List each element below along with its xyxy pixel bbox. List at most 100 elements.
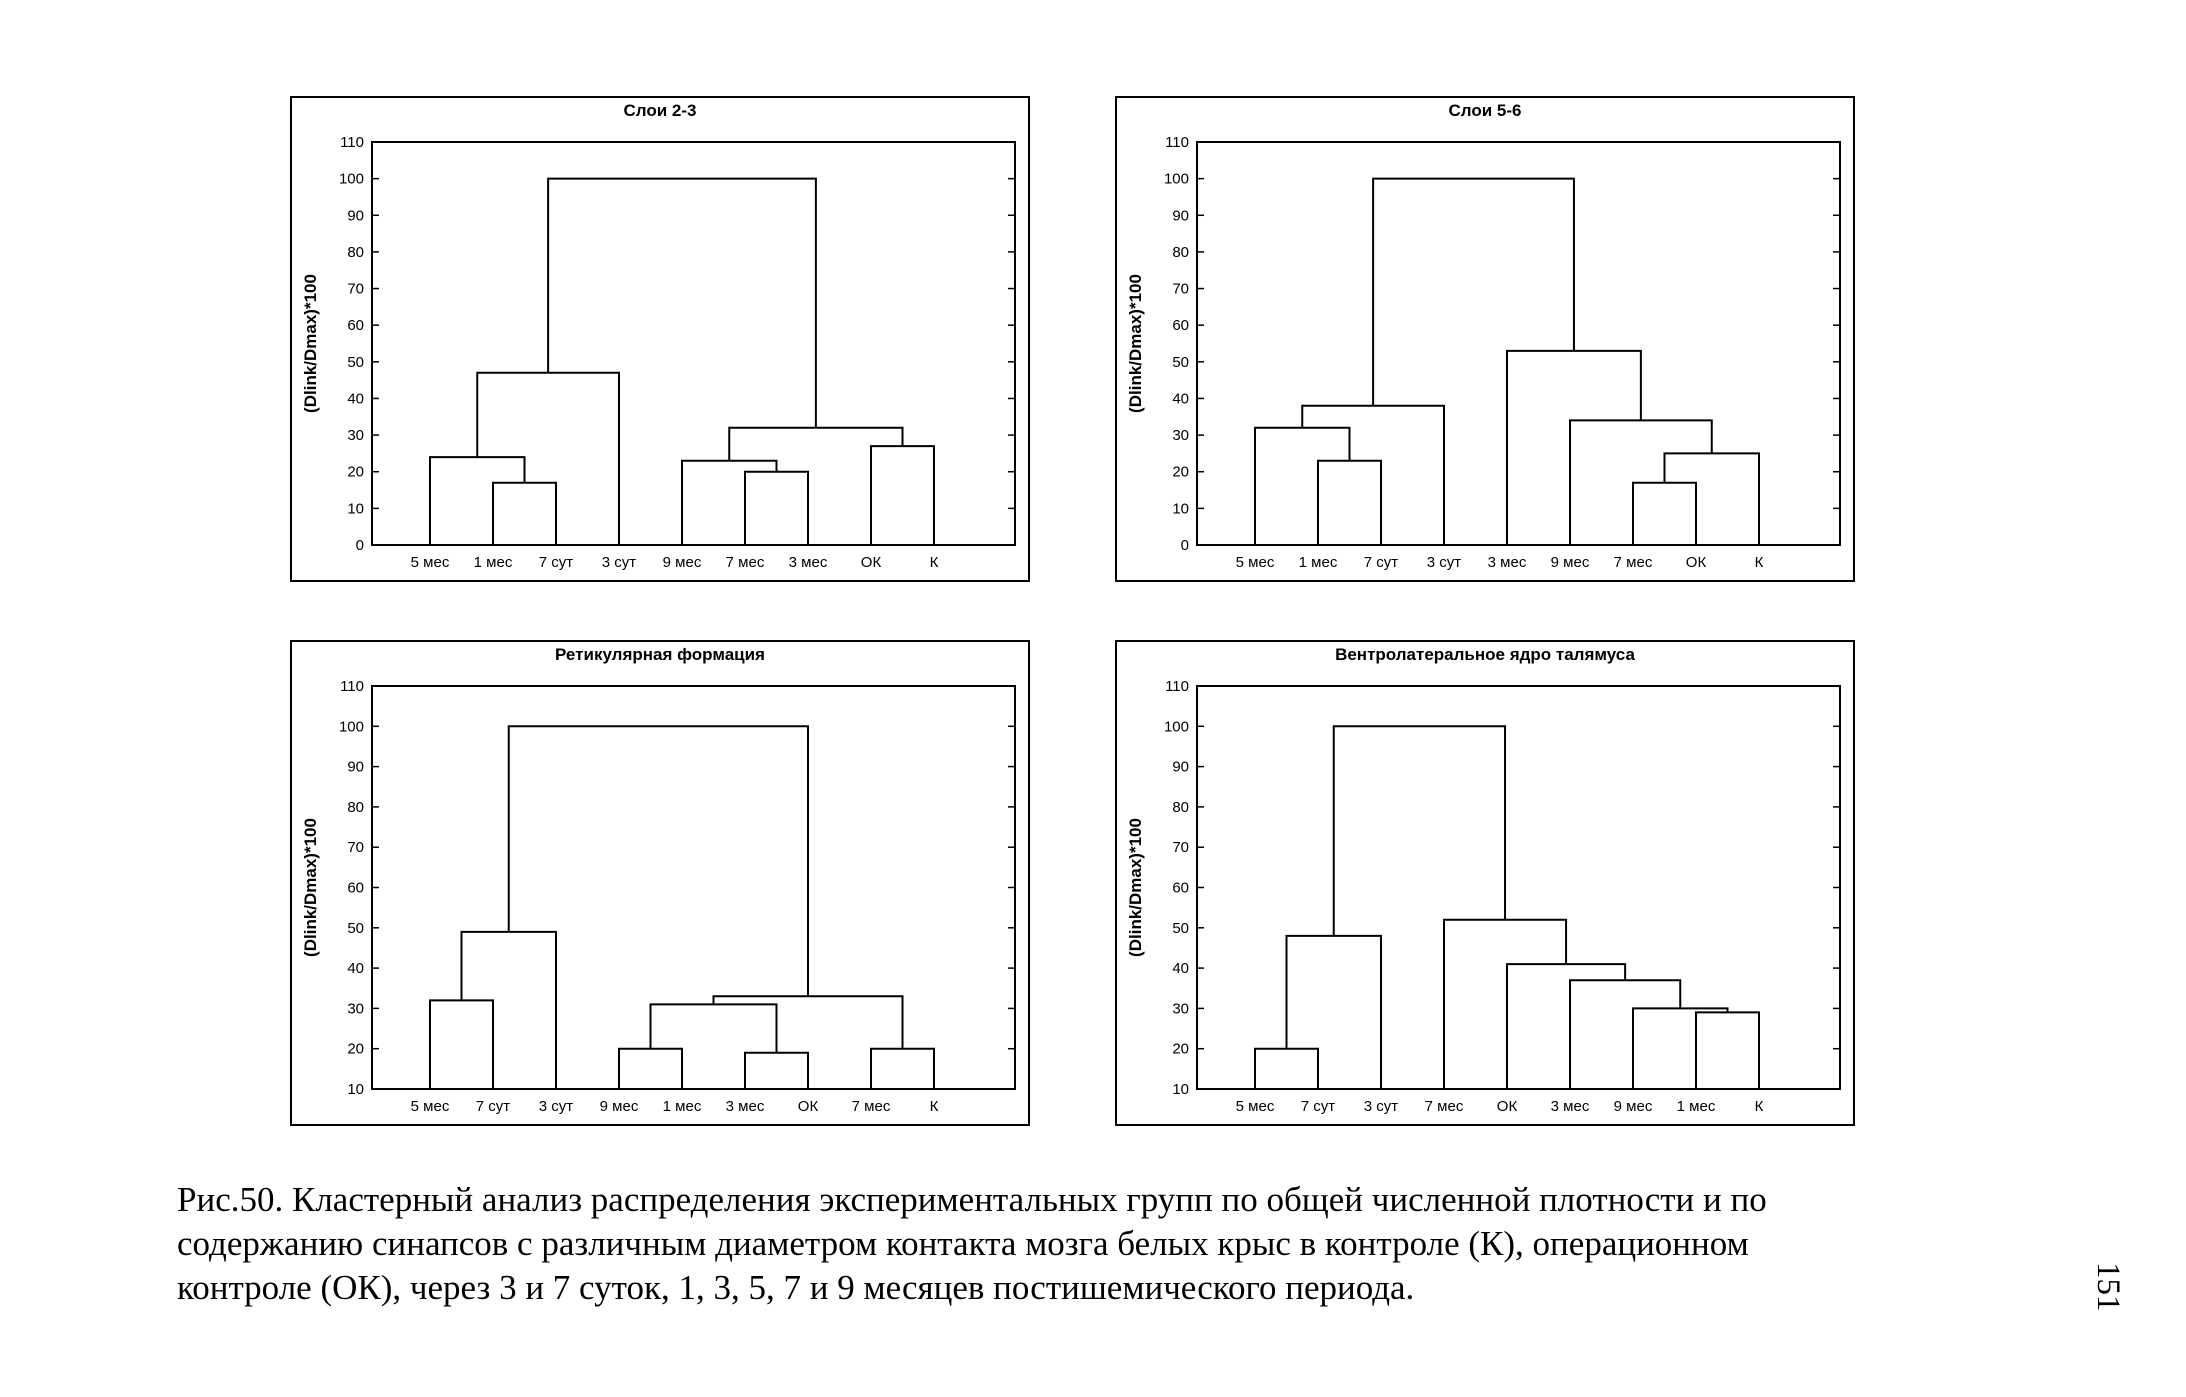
y-tick-label: 0 (356, 537, 364, 554)
chart-title: Вентролатеральное ядро талямуса (1335, 645, 1635, 664)
y-tick-label: 20 (347, 464, 364, 481)
dendrogram-link (649, 1003, 778, 1053)
y-tick-label: 110 (340, 134, 364, 151)
leaf-label: ОК (798, 1098, 819, 1115)
caption-line-1: Рис.50. Кластерный анализ распределения … (177, 1180, 1767, 1219)
figure-caption: Рис.50. Кластерный анализ распределения … (177, 1178, 2047, 1310)
dendrogram-link (547, 177, 817, 428)
dendrogram-link (1632, 481, 1697, 545)
y-tick-label: 60 (347, 880, 364, 897)
leaf-label: 1 мес (663, 1098, 702, 1115)
leaf-label: 1 мес (474, 554, 513, 571)
leaf-label: 5 мес (1236, 554, 1275, 571)
plot-area (1196, 141, 1841, 546)
leaf-label: 5 мес (411, 554, 450, 571)
dendrogram-link (1695, 1011, 1760, 1089)
leaf-label: 1 мес (1677, 1098, 1716, 1115)
leaf-label: ОК (1686, 554, 1707, 571)
leaf-label: 3 сут (1427, 554, 1462, 571)
panel-frame (290, 640, 1030, 1126)
y-tick-label: 50 (1172, 354, 1189, 371)
leaf-label: К (1755, 1098, 1764, 1115)
y-tick-label: 30 (1172, 427, 1189, 444)
leaf-label: ОК (861, 554, 882, 571)
plot-area (371, 685, 1016, 1090)
y-tick-label: 0 (1181, 537, 1189, 554)
dendrogram-link (1506, 349, 1642, 545)
y-tick-label: 100 (1164, 718, 1189, 735)
dendrogram-link (1332, 725, 1507, 936)
y-tick-label: 100 (339, 171, 364, 188)
y-tick-label: 80 (1172, 799, 1189, 816)
leaf-label: 9 мес (600, 1098, 639, 1115)
y-tick-label: 40 (347, 960, 364, 977)
dendrogram-link (870, 1047, 935, 1089)
leaf-label: 3 мес (1488, 554, 1527, 571)
dendrogram-link (507, 725, 809, 997)
dendrogram-link (492, 481, 557, 545)
dendrogram-link (681, 459, 778, 545)
leaf-label: 9 мес (1551, 554, 1590, 571)
y-tick-label: 110 (1165, 678, 1189, 695)
dendrogram-link (1301, 404, 1445, 545)
dendrogram-link (1372, 177, 1575, 406)
y-tick-label: 100 (1164, 171, 1189, 188)
dendrogram-link (1285, 934, 1382, 1089)
plot-area (1196, 685, 1841, 1090)
dendrogram-panel-1: Слои 2-3 0 10 20 30 40 50 60 70 80 90 100 110 (Dlink/… (290, 96, 1030, 582)
y-tick-label: 50 (347, 920, 364, 937)
y-tick-label: 60 (1172, 880, 1189, 897)
leaf-label: 7 сут (1301, 1098, 1336, 1115)
leaf-label: К (930, 554, 939, 571)
leaf-label: 7 мес (1425, 1098, 1464, 1115)
chart-title: Слои 2-3 (624, 101, 697, 120)
y-tick-label: 50 (1172, 920, 1189, 937)
leaf-label: 9 мес (1614, 1098, 1653, 1115)
y-tick-label: 110 (340, 678, 364, 695)
y-tick-label: 70 (347, 281, 364, 298)
y-tick-label: 70 (1172, 281, 1189, 298)
y-tick-label: 40 (1172, 960, 1189, 977)
y-tick-label: 80 (347, 799, 364, 816)
dendrogram-link (1317, 459, 1382, 545)
dendrogram-panel-4: Вентролатеральное ядро талямуса 10 20 30 40 5… (1115, 640, 1855, 1126)
dendrogram-link (1663, 452, 1760, 545)
plot-area (371, 141, 1016, 546)
dendrogram-link (1254, 1047, 1319, 1089)
chart-title: Ретикулярная формация (555, 645, 765, 664)
y-tick-label: 10 (1172, 500, 1189, 517)
y-tick-label: 10 (347, 1081, 364, 1098)
dendrogram-link (870, 445, 935, 545)
y-tick-label: 110 (1165, 134, 1189, 151)
leaf-label: 1 мес (1299, 554, 1338, 571)
dendrogram-svg: Ретикулярная формация 10 20 30 40 50 60 70 80 90 1… (290, 640, 1030, 1126)
dendrogram-svg: Слои 2-3 0 10 20 30 40 50 60 70 80 90 100 110 (Dlink/… (290, 96, 1030, 582)
dendrogram-link (1506, 963, 1627, 1089)
leaf-label: 3 мес (789, 554, 828, 571)
y-axis-label: (Dlink/Dmax)*100 (1126, 274, 1145, 413)
dendrogram-link (429, 999, 494, 1089)
y-tick-label: 20 (347, 1041, 364, 1058)
leaf-label: 7 мес (1614, 554, 1653, 571)
dendrogram-panel-2: Слои 5-6 0 10 20 30 40 50 60 70 80 90 100 110 (Dlink/… (1115, 96, 1855, 582)
y-axis-label: (Dlink/Dmax)*100 (301, 274, 320, 413)
leaf-label: 3 мес (1551, 1098, 1590, 1115)
y-tick-label: 30 (347, 1000, 364, 1017)
y-tick-label: 90 (347, 759, 364, 776)
caption-line-2: содержанию синапсов с различным диаметро… (177, 1224, 1749, 1263)
y-tick-label: 90 (347, 207, 364, 224)
leaf-label: К (930, 1098, 939, 1115)
y-tick-label: 20 (1172, 1041, 1189, 1058)
dendrogram-link (429, 456, 526, 545)
leaf-label: 7 сут (476, 1098, 511, 1115)
dendrogram-link (1569, 979, 1682, 1089)
dendrogram-link (1254, 426, 1351, 545)
y-tick-label: 20 (1172, 464, 1189, 481)
dendrogram-svg: Вентролатеральное ядро талямуса 10 20 30 40 5… (1115, 640, 1855, 1126)
y-tick-label: 90 (1172, 759, 1189, 776)
y-tick-label: 70 (347, 839, 364, 856)
leaf-label: 7 сут (1364, 554, 1399, 571)
leaf-label: 5 мес (1236, 1098, 1275, 1115)
y-axis-label: (Dlink/Dmax)*100 (1126, 818, 1145, 957)
dendrogram-link (744, 470, 809, 545)
